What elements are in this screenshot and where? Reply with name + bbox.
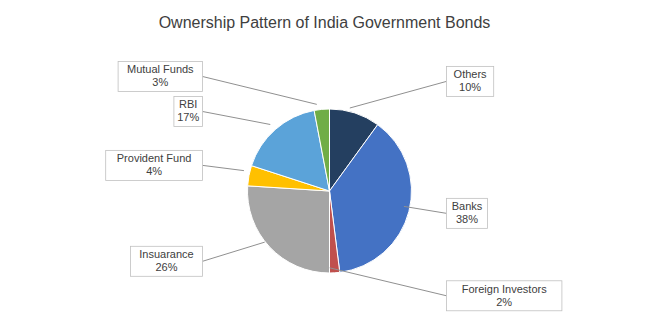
- svg-text:RBI17%: RBI17%: [177, 98, 199, 123]
- svg-text:Insuarance26%: Insuarance26%: [139, 248, 193, 273]
- svg-text:Mutual Funds3%: Mutual Funds3%: [127, 63, 194, 88]
- svg-text:Banks38%: Banks38%: [452, 200, 483, 225]
- svg-text:Others10%: Others10%: [454, 68, 488, 93]
- svg-text:Provident Fund4%: Provident Fund4%: [117, 152, 192, 177]
- svg-text:Foreign Investors2%: Foreign Investors2%: [462, 283, 547, 308]
- html-text:Ownership Pattern of India Gov: Ownership Pattern of India Government Bo…: [158, 14, 491, 31]
